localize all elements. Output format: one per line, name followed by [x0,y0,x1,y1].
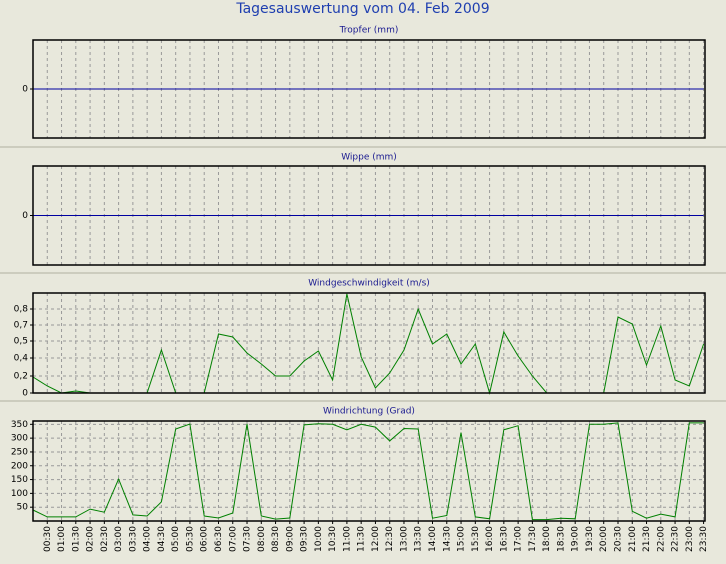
y-tick-label: 0 [22,211,28,221]
x-tick-label: 01:30 [71,526,81,552]
y-tick-label: 150 [11,475,28,485]
x-tick-label: 09:00 [285,526,295,552]
y-tick-label: 250 [11,447,28,457]
x-tick-label: 08:30 [271,526,281,552]
x-tick-label: 12:00 [371,526,381,552]
x-tick-label: 14:00 [428,526,438,552]
x-tick-label: 05:00 [171,526,181,552]
x-tick-label: 02:00 [86,526,96,552]
y-tick-label: 0,7 [14,321,28,331]
x-tick-label: 06:30 [214,526,224,552]
x-tick-label: 16:00 [485,526,495,552]
x-tick-label: 01:00 [57,526,67,552]
x-tick-label: 23:00 [685,526,695,552]
y-tick-label: 50 [17,503,29,513]
x-tick-label: 17:00 [514,526,524,552]
panel-title: Wippe (mm) [341,153,397,163]
x-tick-label: 13:00 [400,526,410,552]
page-title: Tagesauswertung vom 04. Feb 2009 [235,1,489,17]
x-tick-label: 02:30 [100,526,110,552]
y-tick-label: 0,4 [14,354,29,364]
x-tick-label: 13:30 [414,526,424,552]
x-tick-label: 18:30 [556,526,566,552]
x-tick-label: 09:30 [300,526,310,552]
x-tick-label: 22:30 [671,526,681,552]
x-tick-label: 04:30 [157,526,167,552]
x-tick-label: 14:30 [442,526,452,552]
x-tick-label: 06:00 [200,526,210,552]
x-tick-label: 16:30 [499,526,509,552]
y-tick-label: 300 [11,434,28,444]
x-tick-label: 00:30 [43,526,53,552]
data-line [32,422,704,521]
plot-border [32,165,706,266]
x-tick-label: 19:00 [571,526,581,552]
x-tick-label: 15:00 [457,526,467,552]
x-tick-label: 04:00 [143,526,153,552]
x-tick-label: 21:30 [642,526,652,552]
x-tick-label: 11:30 [357,526,367,552]
x-tick-label: 10:30 [328,526,338,552]
plot-border [32,420,706,522]
x-tick-label: 07:30 [243,526,253,552]
x-tick-label: 10:00 [314,526,324,552]
y-tick-label: 0 [22,389,28,399]
x-tick-label: 19:30 [585,526,595,552]
x-tick-label: 21:00 [628,526,638,552]
plot-border [32,39,706,139]
x-tick-label: 08:00 [257,526,267,552]
panel-title: Tropfer (mm) [339,26,399,36]
x-tick-label: 15:30 [471,526,481,552]
y-tick-label: 350 [11,420,28,430]
x-tick-label: 11:00 [342,526,352,552]
panel-title: Windrichtung (Grad) [323,407,415,417]
x-tick-label: 12:30 [385,526,395,552]
panel-title: Windgeschwindigkeit (m/s) [308,279,430,289]
x-tick-label: 20:30 [614,526,624,552]
x-tick-label: 22:00 [656,526,666,552]
x-tick-label: 18:00 [542,526,552,552]
x-tick-label: 20:00 [599,526,609,552]
y-tick-label: 0,5 [14,337,28,347]
plot-border [32,292,706,394]
y-tick-label: 0 [22,85,28,95]
y-tick-label: 0,8 [14,305,29,315]
x-tick-label: 03:00 [114,526,124,552]
x-tick-label: 23:30 [699,526,709,552]
y-tick-label: 0,2 [14,372,28,382]
x-tick-label: 07:00 [228,526,238,552]
y-tick-label: 200 [11,461,28,471]
x-tick-label: 17:30 [528,526,538,552]
x-tick-label: 05:30 [185,526,195,552]
y-tick-label: 100 [11,489,28,499]
x-tick-label: 03:30 [128,526,138,552]
